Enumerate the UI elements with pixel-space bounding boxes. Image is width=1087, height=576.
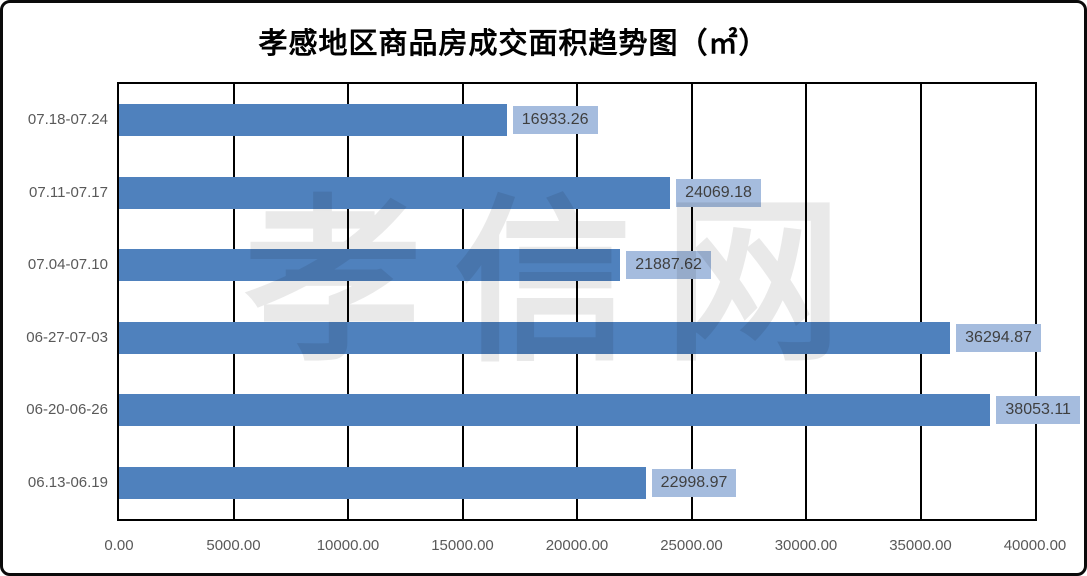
x-axis-label: 10000.00 (316, 537, 380, 554)
y-axis-label: 07.11-07.17 (29, 183, 108, 201)
bar-value-label: 36294.87 (956, 323, 1041, 352)
bar-row: 16933.26 (119, 84, 1035, 157)
x-axis-label: 0.00 (104, 537, 134, 554)
bar (119, 176, 671, 209)
bar-row: 21887.62 (119, 229, 1035, 302)
bar-value-label: 21887.62 (626, 251, 711, 280)
x-axis-label: 15000.00 (431, 537, 494, 554)
y-axis-label: 06.13-06.19 (27, 473, 108, 491)
bar-value-label: 38053.11 (996, 396, 1080, 425)
bar-value-label: 22998.97 (651, 468, 737, 497)
y-axis-label: 06-20-06-26 (26, 401, 108, 419)
gridline (690, 84, 693, 519)
bar-value-label: 24069.18 (676, 178, 761, 207)
x-axis-label: 30000.00 (774, 537, 838, 554)
bar (119, 249, 621, 282)
x-axis-label: 40000.00 (1003, 537, 1067, 554)
bar-row: 36294.87 (119, 302, 1041, 375)
bar-row: 24069.18 (119, 157, 1035, 230)
bar (119, 104, 507, 137)
gridline (805, 84, 807, 519)
y-axis-label: 07.18-07.24 (27, 111, 108, 129)
x-axis-label: 35000.00 (889, 537, 952, 554)
x-axis-label: 5000.00 (206, 537, 261, 554)
bar-row: 38053.11 (119, 374, 1080, 447)
chart-title: 孝感地区商品房成交面积趋势图（㎡） (258, 28, 769, 60)
y-axis-label: 07.04-07.10 (27, 256, 108, 274)
bar (119, 321, 951, 354)
gridline (461, 84, 464, 519)
x-axis-label: 25000.00 (660, 537, 723, 554)
y-axis-label: 06-27-07-03 (26, 328, 108, 346)
gridline (347, 84, 349, 519)
gridline (232, 84, 235, 519)
gridline (919, 84, 922, 519)
x-axis-label: 20000.00 (545, 537, 609, 554)
bar (119, 394, 991, 427)
bar-row: 22998.97 (119, 447, 1035, 520)
bar-value-label: 16933.26 (512, 106, 598, 135)
plot-area: 16933.26 24069.18 21887.62 36294.87 38053.11… (117, 82, 1080, 521)
gridline (576, 84, 578, 519)
bar (119, 466, 646, 499)
